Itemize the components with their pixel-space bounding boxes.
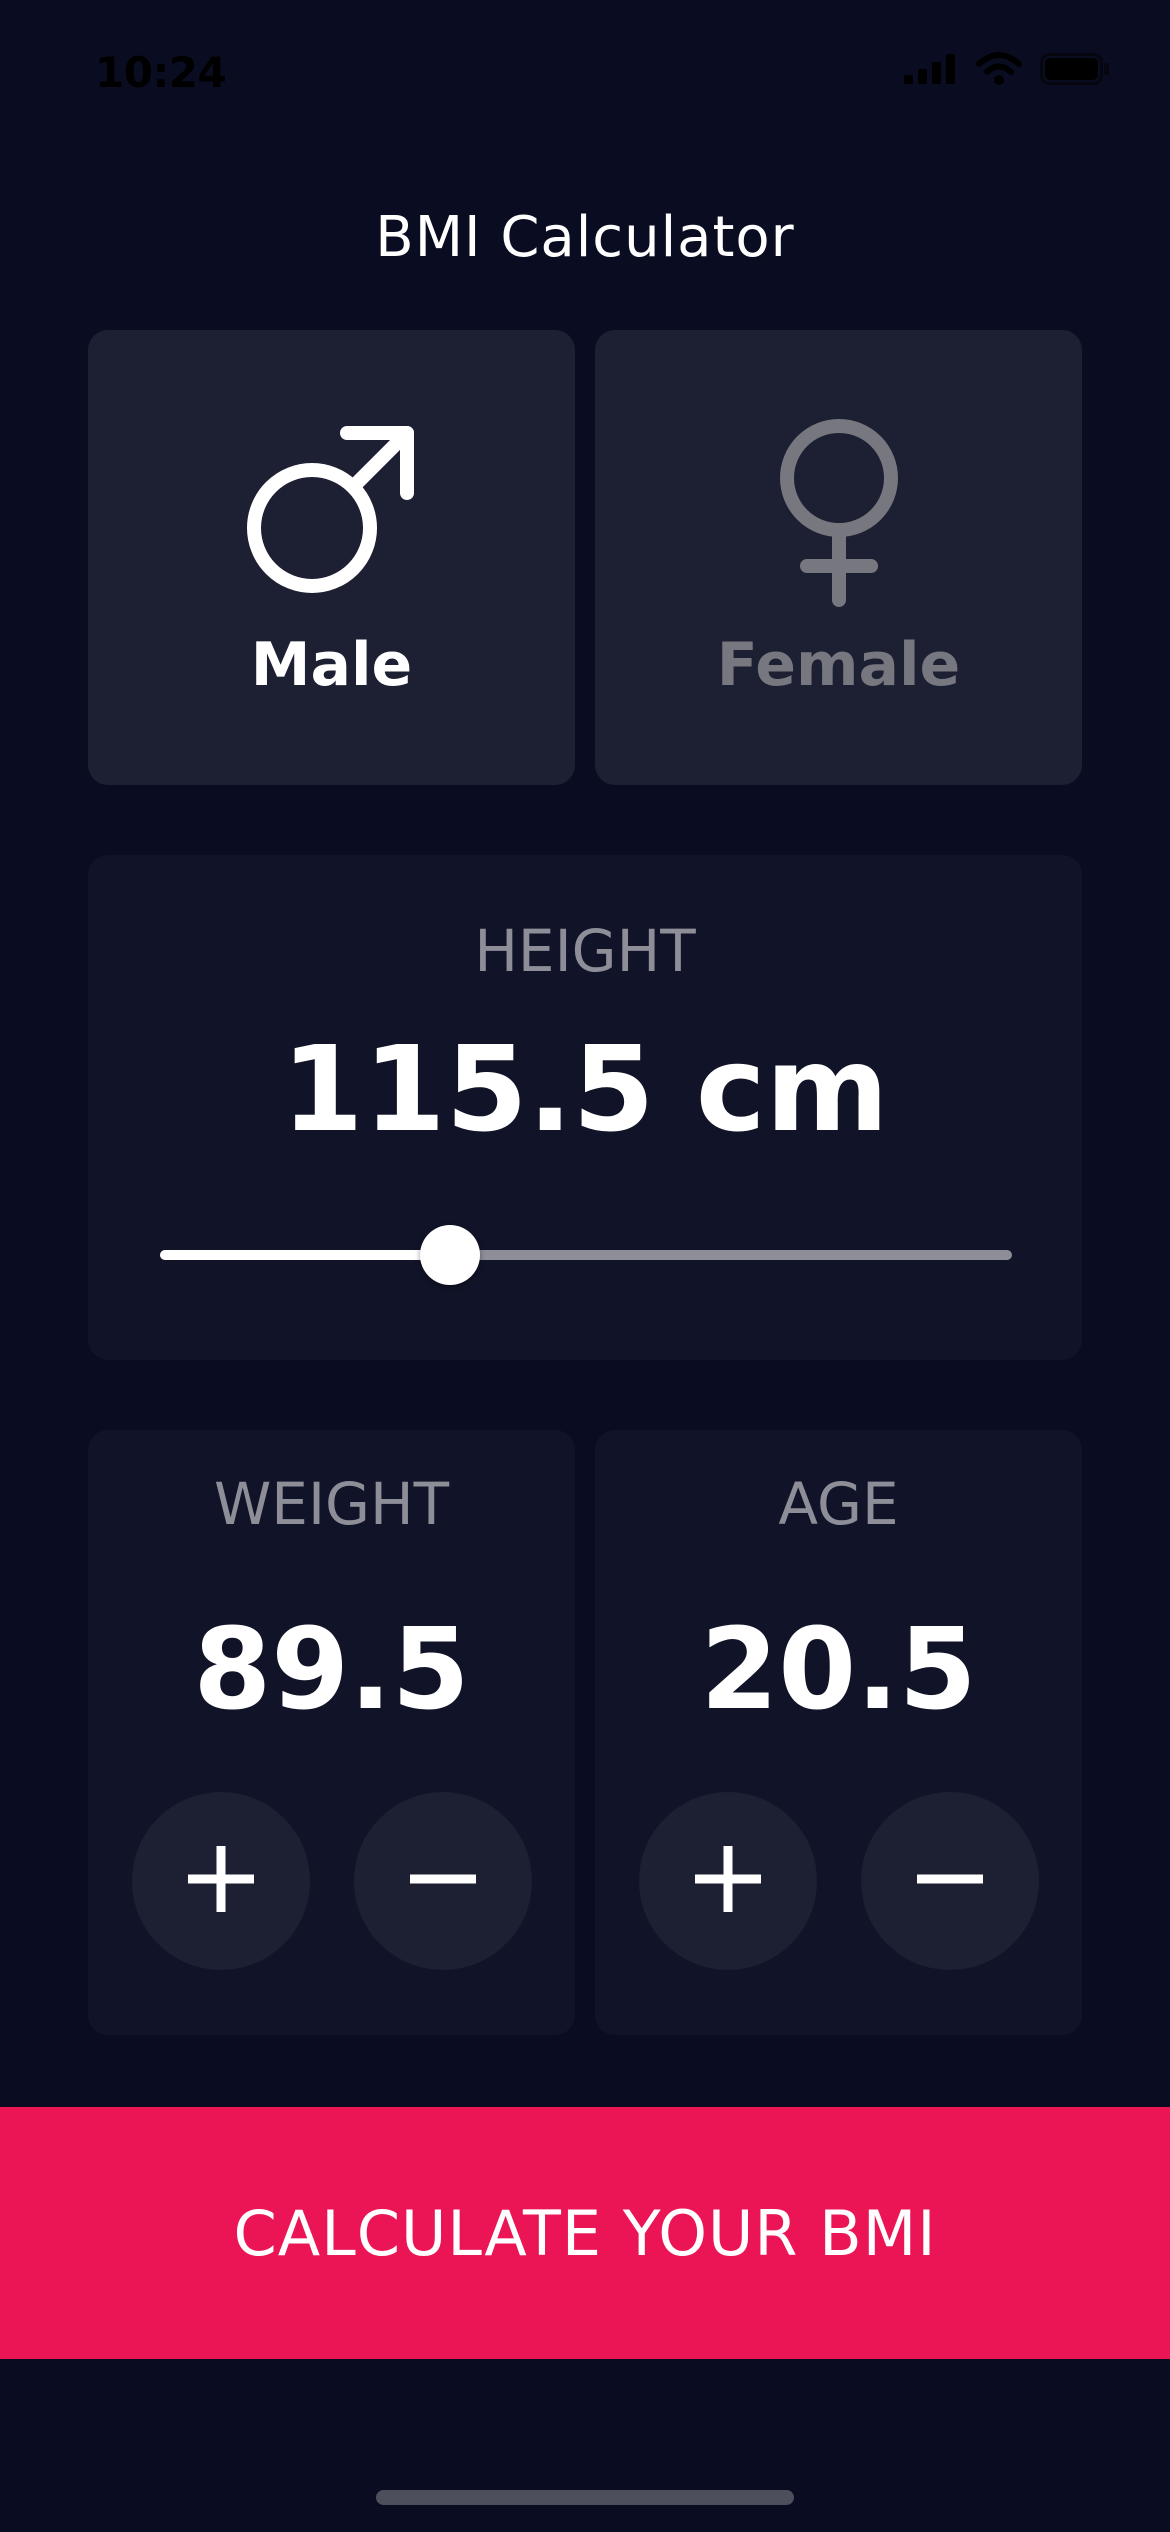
age-increment-button[interactable] — [639, 1792, 817, 1970]
battery-icon — [1040, 53, 1110, 85]
female-card[interactable]: Female — [595, 330, 1082, 785]
female-label: Female — [716, 630, 961, 700]
weight-decrement-button[interactable] — [354, 1792, 532, 1970]
weight-label: WEIGHT — [213, 1470, 450, 1538]
status-time: 10:24 — [95, 48, 227, 97]
height-label: HEIGHT — [474, 917, 696, 985]
plus-icon — [691, 1842, 765, 1920]
calculate-bmi-button[interactable]: CALCULATE YOUR BMI — [0, 2107, 1170, 2359]
weight-increment-button[interactable] — [132, 1792, 310, 1970]
minus-icon — [406, 1842, 480, 1920]
cellular-signal-icon — [904, 54, 958, 84]
home-indicator[interactable] — [376, 2490, 794, 2505]
calculate-bmi-label: CALCULATE YOUR BMI — [233, 2196, 937, 2270]
female-symbol-icon — [595, 408, 1082, 608]
male-card[interactable]: Male — [88, 330, 575, 785]
age-value: 20.5 — [700, 1605, 977, 1735]
age-label: AGE — [778, 1470, 899, 1538]
height-value: 115.5 cm — [281, 1020, 889, 1158]
status-bar: 10:24 — [0, 0, 1170, 140]
wifi-icon — [976, 52, 1022, 86]
weight-value: 89.5 — [193, 1605, 470, 1735]
plus-icon — [184, 1842, 258, 1920]
age-decrement-button[interactable] — [861, 1792, 1039, 1970]
minus-icon — [913, 1842, 987, 1920]
height-card: HEIGHT 115.5 cm — [88, 855, 1082, 1360]
status-icons — [904, 52, 1110, 86]
age-card: AGE 20.5 — [595, 1430, 1082, 2035]
male-label: Male — [250, 630, 413, 700]
slider-thumb[interactable] — [419, 1225, 480, 1285]
slider-fill — [160, 1250, 450, 1260]
slider-track[interactable] — [160, 1250, 1012, 1260]
height-slider[interactable] — [160, 1225, 1012, 1285]
page-title: BMI Calculator — [375, 205, 795, 270]
weight-card: WEIGHT 89.5 — [88, 1430, 575, 2035]
male-symbol-icon — [88, 408, 575, 608]
